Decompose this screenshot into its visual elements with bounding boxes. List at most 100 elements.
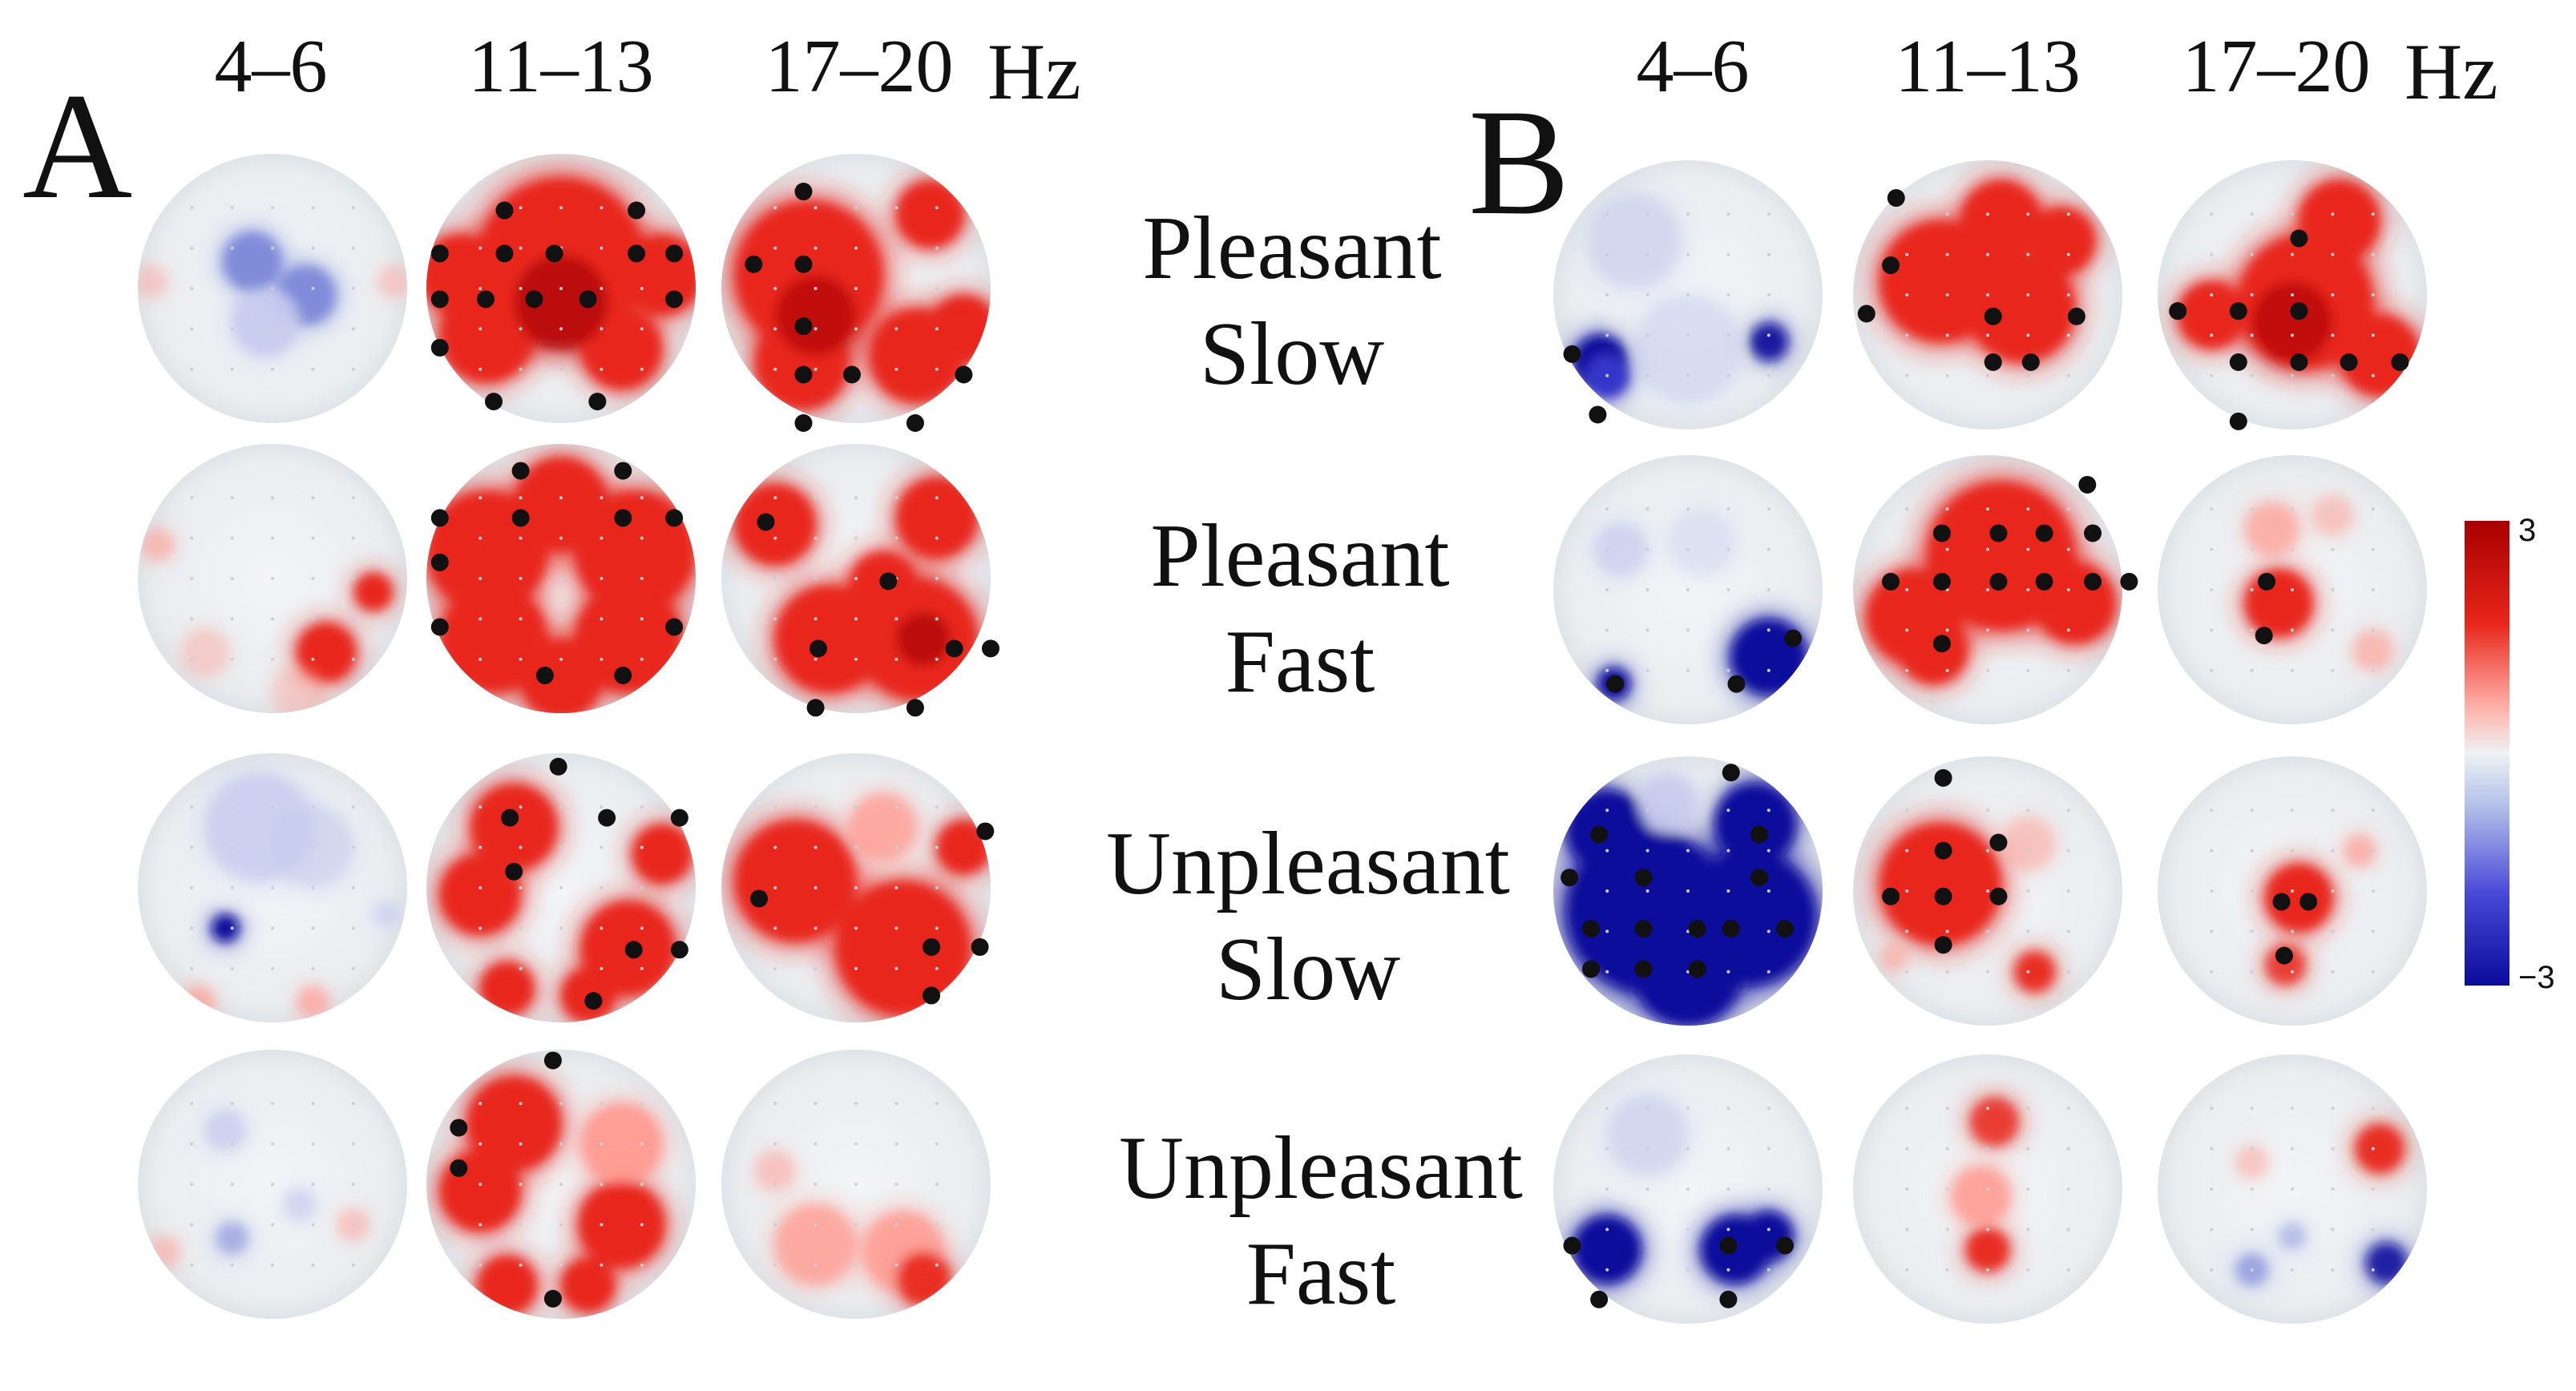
electrode-site [478,327,482,331]
significant-electrode [495,201,514,220]
electrode-site [271,926,274,930]
electrode-site [1605,1268,1609,1272]
electrode-site [640,845,644,849]
electrode-site [311,496,315,500]
electrode-site [854,1223,858,1227]
electrode-site [271,367,274,371]
electrode-site [351,845,355,849]
electrode-site [351,657,355,661]
activation-blob [2299,180,2380,261]
significant-electrode [665,618,684,636]
topo-map [2158,756,2427,1026]
electrode-site [311,1223,315,1227]
activation-blob [2028,207,2096,275]
electrode-site [271,1223,274,1227]
electrode-site [935,577,939,580]
activation-blob [2265,864,2333,932]
electrode-site [1686,293,1690,296]
electrode-site [1945,333,1949,337]
electrode-site [1686,1187,1690,1191]
activation-blob [1900,616,1968,684]
electrode-site [894,367,898,371]
electrode-site [1986,668,1989,672]
electrode-site [773,926,777,930]
electrode-site [311,845,315,849]
electrode-site [894,246,898,250]
electrode-site [2250,252,2254,256]
significant-electrode [430,338,449,357]
electrode-site [1905,1147,1909,1151]
significant-electrode [1722,920,1740,938]
significant-electrode [1590,825,1609,844]
significant-electrode [2275,946,2293,965]
electrode-site [1686,808,1690,812]
condition-label-unpleasant-slow: Unpleasant Slow [1028,811,1589,1022]
electrode-site [1605,849,1609,853]
electrode-site [2331,293,2335,296]
electrode-site [2210,547,2214,551]
electrode-site [2291,628,2294,632]
electrode-site [894,1183,898,1186]
significant-electrode [1932,572,1951,591]
activation-blob [2245,569,2313,637]
significant-electrode [450,1159,468,1177]
significant-electrode [1688,960,1706,978]
electrode-site [351,577,355,580]
electrode-site [2026,588,2030,591]
electrode-site [351,496,355,500]
significant-electrode [2229,302,2247,321]
significant-electrode [1932,635,1951,653]
activation-blob [574,585,683,693]
activation-blob [480,962,535,1016]
electrode-site [519,1102,523,1106]
activation-blob [1951,1166,2011,1226]
electrode-site [559,966,563,970]
electrode-site [1945,1187,1949,1191]
activation-blob [1637,773,1698,833]
electrode-site [773,1142,777,1146]
significant-electrode [794,365,813,384]
topo-map [426,154,696,423]
activation-blob [1607,1095,1688,1176]
electrode-site [773,287,777,290]
electrode-site [1726,1268,1730,1272]
electrode-site [640,1102,644,1106]
electrode-site [1686,849,1690,853]
electrode-site [1726,588,1730,591]
electrode-site [190,206,194,210]
electrode-site [2291,849,2294,853]
electrode-site [2026,1187,2030,1191]
electrode-site [2250,293,2254,296]
electrode-site [814,1223,818,1227]
electrode-site [271,845,274,849]
electrode-site [773,367,777,371]
electrode-site [1645,1228,1649,1232]
electrode-site [854,287,858,290]
significant-electrode [923,986,941,1005]
electrode-site [2026,1147,2030,1151]
significant-electrode [670,808,688,827]
electrode-site [2026,668,2030,672]
activation-blob [297,623,357,683]
activation-blob [182,986,215,1018]
electrode-site [1986,547,1989,551]
electrode-site [519,206,523,210]
activation-blob [2355,1124,2404,1173]
electrode-site [1905,889,1909,893]
electrode-site [1766,1268,1770,1272]
significant-electrode [2169,302,2187,321]
electrode-site [1645,373,1649,377]
electrode-site [1686,588,1690,591]
activation-blob [1587,193,1682,288]
electrode-site [1686,889,1690,893]
electrode-site [1986,507,1989,511]
band-label-a-alpha: 11–13 [468,25,654,108]
electrode-site [935,845,939,849]
electrode-site [230,206,234,210]
electrode-site [1986,970,1989,974]
electrode-site [2291,1268,2294,1272]
activation-blob [1566,790,1648,871]
electrode-site [351,327,355,331]
electrode-site [1686,970,1690,974]
